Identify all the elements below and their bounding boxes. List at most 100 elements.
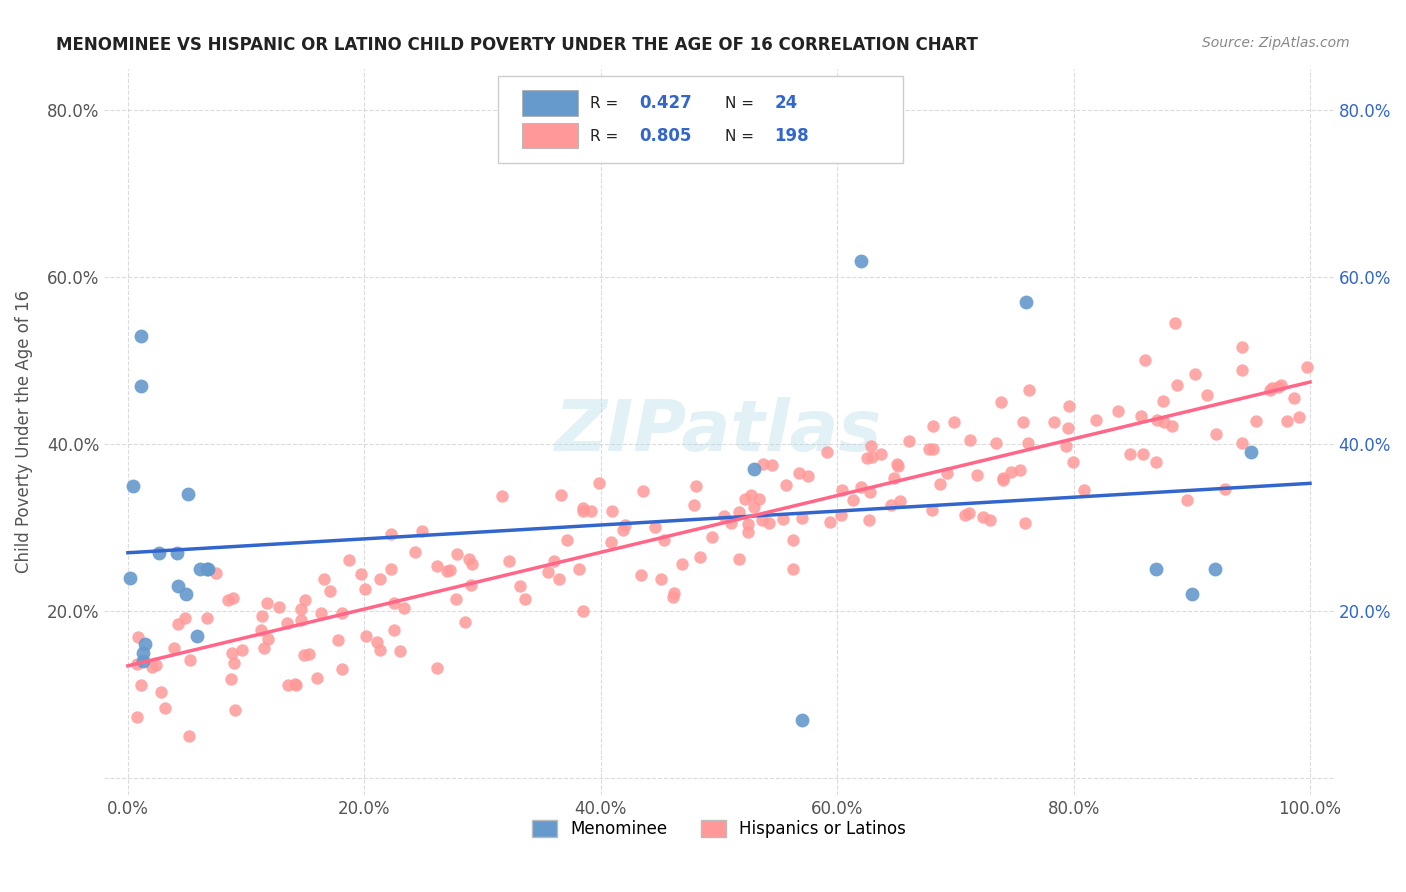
Point	[752, 457, 775, 471]
Point	[219, 672, 242, 686]
Point	[319, 584, 342, 599]
Point	[984, 435, 1007, 450]
Point	[1144, 455, 1167, 469]
Point	[1161, 419, 1184, 434]
Point	[1043, 415, 1066, 429]
Point	[284, 678, 307, 692]
Point	[256, 632, 278, 647]
Point	[118, 571, 141, 585]
Point	[366, 635, 388, 649]
Point	[1204, 562, 1226, 576]
Point	[720, 516, 742, 530]
Text: R =: R =	[591, 128, 619, 144]
Point	[269, 599, 291, 614]
Point	[176, 587, 198, 601]
Point	[650, 572, 672, 586]
Point	[121, 479, 143, 493]
Point	[125, 657, 148, 672]
Point	[125, 710, 148, 724]
Point	[129, 378, 152, 392]
Point	[761, 458, 783, 472]
Point	[782, 561, 804, 575]
Point	[682, 498, 704, 512]
Y-axis label: Child Poverty Under the Age of 16: Child Poverty Under the Age of 16	[15, 290, 32, 574]
Point	[460, 557, 482, 571]
Point	[727, 505, 749, 519]
Point	[284, 677, 307, 691]
Point	[177, 729, 200, 743]
Point	[652, 533, 675, 547]
Point	[380, 562, 402, 576]
Point	[744, 462, 766, 476]
Point	[513, 592, 536, 607]
Point	[290, 602, 312, 616]
Point	[886, 457, 908, 471]
Point	[509, 579, 531, 593]
Point	[1296, 360, 1319, 375]
Point	[498, 554, 520, 568]
Point	[661, 591, 683, 605]
Point	[134, 637, 156, 651]
Legend: Menominee, Hispanics or Latinos: Menominee, Hispanics or Latinos	[526, 813, 912, 845]
Text: 24: 24	[775, 95, 797, 112]
Point	[887, 458, 910, 473]
Point	[1014, 516, 1036, 531]
Point	[979, 513, 1001, 527]
Point	[898, 434, 921, 449]
Text: Source: ZipAtlas.com: Source: ZipAtlas.com	[1202, 36, 1350, 50]
Point	[815, 445, 838, 459]
Text: ZIPatlas: ZIPatlas	[555, 397, 883, 467]
Point	[426, 661, 449, 675]
Point	[353, 582, 375, 596]
Point	[127, 630, 149, 644]
Point	[1270, 378, 1292, 392]
Point	[548, 572, 571, 586]
Point	[734, 491, 756, 506]
Point	[744, 500, 766, 514]
Point	[252, 640, 274, 655]
Point	[1184, 367, 1206, 381]
Point	[860, 450, 883, 464]
Point	[1119, 447, 1142, 461]
FancyBboxPatch shape	[498, 76, 903, 163]
Point	[1073, 483, 1095, 497]
Point	[411, 524, 433, 538]
Point	[1107, 404, 1129, 418]
Point	[1166, 378, 1188, 392]
Text: MENOMINEE VS HISPANIC OR LATINO CHILD POVERTY UNDER THE AGE OF 16 CORRELATION CH: MENOMINEE VS HISPANIC OR LATINO CHILD PO…	[56, 36, 979, 54]
Point	[145, 657, 167, 672]
Point	[1244, 414, 1267, 428]
Point	[141, 659, 163, 673]
Point	[250, 624, 273, 638]
Point	[851, 480, 873, 494]
Point	[630, 567, 652, 582]
Point	[858, 513, 880, 527]
Point	[394, 600, 416, 615]
Text: 0.427: 0.427	[640, 95, 692, 112]
Point	[537, 566, 560, 580]
Point	[197, 562, 219, 576]
Point	[149, 685, 172, 699]
Point	[217, 592, 239, 607]
Point	[953, 508, 976, 522]
Point	[957, 506, 980, 520]
Point	[849, 253, 872, 268]
Point	[631, 483, 654, 498]
Point	[177, 487, 200, 501]
Point	[166, 579, 188, 593]
Point	[775, 478, 797, 492]
Point	[758, 516, 780, 530]
Point	[959, 433, 981, 447]
Text: N =: N =	[725, 128, 754, 144]
Point	[224, 703, 246, 717]
Point	[972, 510, 994, 524]
Point	[880, 498, 903, 512]
Point	[1288, 410, 1310, 425]
Point	[1085, 413, 1108, 427]
Point	[305, 671, 328, 685]
Point	[700, 530, 723, 544]
Point	[1230, 340, 1253, 354]
Point	[132, 654, 155, 668]
Point	[163, 640, 186, 655]
Point	[337, 553, 360, 567]
